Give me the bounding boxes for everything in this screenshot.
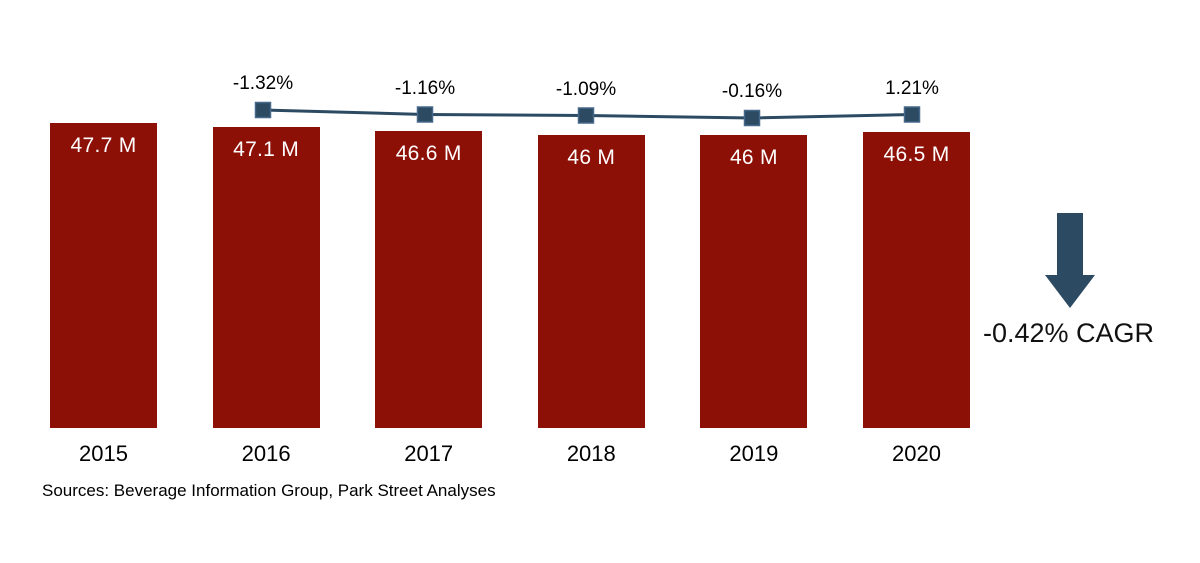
line-marker-2020 [903, 106, 921, 123]
pct-change-label-2019: -0.16% [721, 81, 783, 102]
cagr-annotation: -0.42% CAGR [983, 318, 1155, 348]
x-axis-label-2015: 2015 [79, 441, 128, 466]
bar-value-label: 47.1 M [233, 138, 300, 162]
bar-value-label: 47.7 M [70, 133, 137, 157]
bar-2018: 46 M [537, 135, 645, 428]
source-note: Sources: Beverage Information Group, Par… [42, 481, 496, 500]
line-marker-2018 [577, 107, 595, 124]
line-marker-2017 [416, 106, 434, 123]
down-arrow-icon [1045, 213, 1095, 308]
bar-value-label: 46.5 M [883, 142, 950, 166]
x-axis-label-2020: 2020 [892, 441, 941, 466]
line-marker-2016 [254, 101, 272, 119]
bar-value-label: 46 M [729, 146, 778, 170]
bar-2019: 46 M [700, 135, 808, 428]
pct-change-label-2018: -1.09% [555, 78, 617, 100]
pct-change-label-2016: -1.32% [232, 73, 294, 94]
bar-2015: 47.7 M [50, 122, 157, 428]
bar-2020: 46.5 M [863, 131, 970, 428]
x-axis-label-2018: 2018 [566, 441, 616, 466]
bar-2017: 46.6 M [375, 130, 483, 428]
x-axis-label-2017: 2017 [404, 441, 454, 466]
x-axis-label-2016: 2016 [241, 441, 291, 466]
bar-2016: 47.1 M [212, 127, 320, 428]
bar-value-label: 46 M [567, 146, 616, 170]
pct-change-label-2017: -1.16% [394, 77, 456, 99]
line-marker-2019 [743, 109, 761, 127]
bar-value-label: 46.6 M [395, 141, 462, 165]
pct-change-label-2020: 1.21% [885, 77, 939, 99]
x-axis-label-2019: 2019 [729, 441, 779, 466]
